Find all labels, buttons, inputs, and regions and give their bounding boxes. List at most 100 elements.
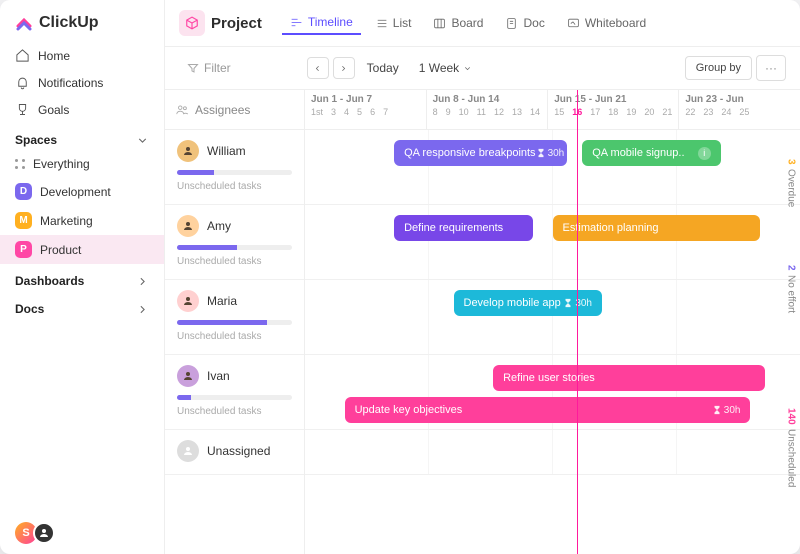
tab-board-label: Board	[451, 16, 483, 30]
user-avatar[interactable]	[177, 140, 199, 162]
project-title: Project	[211, 15, 262, 32]
timeline: Assignees WilliamUnscheduled tasksAmyUns…	[165, 90, 800, 554]
capacity-bar	[177, 395, 292, 400]
range-select[interactable]: 1 Week	[411, 57, 480, 79]
nav-notifications[interactable]: Notifications	[0, 69, 164, 96]
spaces-list: EverythingDDevelopmentMMarketingPProduct	[0, 151, 164, 264]
tab-doc[interactable]: Doc	[497, 12, 552, 34]
unscheduled-label: Unscheduled tasks	[177, 331, 292, 342]
hourglass-icon	[712, 405, 722, 415]
task-label: Develop mobile app	[464, 297, 561, 309]
timeline-row: QA responsive breakpoints30h QA mobile si…	[305, 130, 800, 205]
assignees-header[interactable]: Assignees	[165, 90, 304, 130]
capacity-bar	[177, 170, 292, 175]
list-icon	[375, 17, 388, 30]
task-bar[interactable]: QA responsive breakpoints30h	[394, 140, 567, 166]
rail-segment-unscheduled[interactable]: 140Unscheduled	[782, 342, 800, 554]
chevron-left-icon	[313, 64, 322, 73]
nav-notifications-label: Notifications	[38, 76, 103, 90]
board-icon	[433, 17, 446, 30]
info-icon: i	[698, 147, 711, 160]
brand-name: ClickUp	[39, 14, 99, 32]
main-panel: Project Timeline List Board Doc Whiteboa…	[165, 0, 800, 554]
docs-section-head[interactable]: Docs	[0, 292, 164, 320]
project-icon[interactable]	[179, 10, 205, 36]
next-button[interactable]	[333, 57, 355, 79]
today-button[interactable]: Today	[359, 57, 407, 79]
task-label: Update key objectives	[355, 404, 463, 416]
assignee-row-amy: AmyUnscheduled tasks	[165, 205, 304, 280]
nav-home[interactable]: Home	[0, 42, 164, 69]
task-hours: 30h	[712, 405, 741, 416]
doc-icon	[505, 17, 518, 30]
chevron-down-icon	[463, 64, 472, 73]
rail-segment-no-effort[interactable]: 2No effort	[782, 236, 800, 342]
task-bar[interactable]: Define requirements	[394, 215, 533, 241]
task-bar[interactable]: Update key objectives 30h	[345, 397, 751, 423]
unscheduled-label: Unscheduled tasks	[177, 406, 292, 417]
toolbar: Filter Today 1 Week Group by ···	[165, 47, 800, 90]
tab-timeline[interactable]: Timeline	[282, 11, 361, 35]
nav-home-label: Home	[38, 49, 70, 63]
space-item-marketing[interactable]: MMarketing	[0, 206, 164, 235]
prev-button[interactable]	[307, 57, 329, 79]
brand-logo[interactable]: ClickUp	[0, 14, 164, 42]
filter-button[interactable]: Filter	[179, 57, 239, 79]
assignee-row-maria: MariaUnscheduled tasks	[165, 280, 304, 355]
week-column: Jun 23 - Jun22232425	[678, 90, 800, 129]
chevron-right-icon	[339, 64, 348, 73]
home-icon	[15, 48, 30, 63]
task-bar[interactable]: Estimation planning	[553, 215, 761, 241]
task-bar[interactable]: Refine user stories	[493, 365, 765, 391]
rail-segment-overdue[interactable]: 3Overdue	[782, 130, 800, 236]
tab-whiteboard[interactable]: Whiteboard	[559, 12, 654, 34]
week-column: Jun 8 - Jun 14891011121314	[426, 90, 548, 129]
capacity-bar	[177, 320, 292, 325]
everything-icon	[15, 159, 25, 169]
user-bar: S	[0, 522, 164, 544]
dashboards-section-head[interactable]: Dashboards	[0, 264, 164, 292]
tab-list[interactable]: List	[367, 12, 420, 34]
task-hours: 30h	[536, 148, 565, 159]
spaces-section-head[interactable]: Spaces	[0, 123, 164, 151]
clickup-logo-icon	[15, 14, 33, 32]
cube-icon	[185, 16, 199, 30]
tab-timeline-label: Timeline	[308, 15, 353, 29]
space-item-product[interactable]: PProduct	[0, 235, 164, 264]
space-badge: M	[15, 212, 32, 229]
space-item-development[interactable]: DDevelopment	[0, 177, 164, 206]
space-item-everything[interactable]: Everything	[0, 151, 164, 177]
assignee-row-unassigned: Unassigned	[165, 430, 304, 475]
user-avatar[interactable]	[177, 215, 199, 237]
unscheduled-label: Unscheduled tasks	[177, 256, 292, 267]
group-by-button[interactable]: Group by	[685, 56, 752, 80]
whiteboard-icon	[567, 17, 580, 30]
people-icon	[175, 103, 189, 117]
filter-label: Filter	[204, 61, 231, 75]
timeline-row: Refine user stories Update key objectives…	[305, 355, 800, 430]
chevron-right-icon	[136, 275, 149, 288]
nav-goals-label: Goals	[38, 103, 69, 117]
more-button[interactable]: ···	[756, 55, 786, 81]
task-bar[interactable]: Develop mobile app30h	[454, 290, 603, 316]
space-badge: D	[15, 183, 32, 200]
bell-icon	[15, 75, 30, 90]
task-label: QA responsive breakpoints	[404, 147, 535, 159]
week-column: Jun 1 - Jun 71st34567	[305, 90, 426, 129]
task-bar[interactable]: QA mobile signup..i	[582, 140, 721, 166]
trophy-icon	[15, 102, 30, 117]
tab-board[interactable]: Board	[425, 12, 491, 34]
dashboards-label: Dashboards	[15, 274, 84, 288]
user-avatar[interactable]	[177, 365, 199, 387]
timeline-row: Define requirements Estimation planning	[305, 205, 800, 280]
nav-goals[interactable]: Goals	[0, 96, 164, 123]
sidebar: ClickUp Home Notifications Goals Spaces …	[0, 0, 165, 554]
user-avatar[interactable]	[177, 290, 199, 312]
timeline-row: Develop mobile app30h	[305, 280, 800, 355]
summary-rail: 3Overdue2No effort140Unscheduled	[782, 130, 800, 554]
tab-list-label: List	[393, 16, 412, 30]
timeline-row	[305, 430, 800, 475]
hourglass-icon	[536, 148, 546, 158]
user-avatar-2[interactable]	[33, 522, 55, 544]
assignee-row-william: WilliamUnscheduled tasks	[165, 130, 304, 205]
